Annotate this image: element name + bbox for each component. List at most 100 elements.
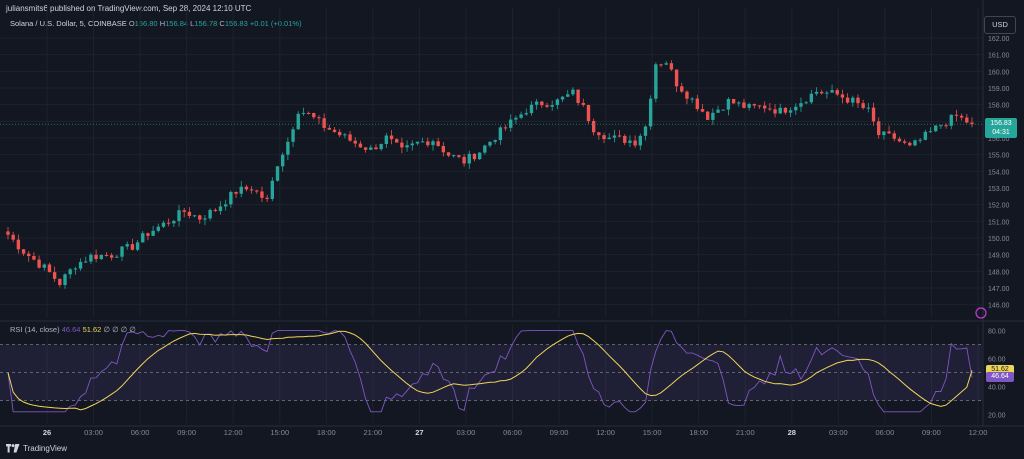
candle-body — [669, 63, 674, 70]
candle-body — [260, 191, 264, 198]
candle-body — [612, 135, 617, 138]
candle-body — [721, 109, 725, 111]
candle-body — [628, 140, 632, 143]
candle-body — [581, 102, 585, 105]
rsi-label[interactable]: RSI (14, close) — [10, 325, 60, 334]
candle-body — [908, 142, 912, 146]
candle-body — [58, 278, 62, 285]
candle-body — [400, 142, 404, 148]
x-tick-label: 15:00 — [270, 428, 289, 437]
candle-body — [892, 133, 896, 139]
footer-brand[interactable]: TradingView — [6, 444, 67, 453]
candle-body — [794, 106, 798, 111]
candle-body — [778, 107, 782, 114]
symbol-legend: Solana / U.S. Dollar, 5, COINBASE O156.8… — [10, 19, 302, 28]
candle-body — [617, 135, 622, 137]
candle-body — [161, 222, 166, 227]
candle-body — [716, 109, 720, 113]
candle-body — [731, 98, 736, 104]
last-price-value: 156.83 — [990, 120, 1012, 128]
candle-body — [871, 107, 876, 122]
candle-body — [830, 90, 834, 93]
candle-body — [405, 145, 409, 148]
change-value: +0.01 (+0.01%) — [249, 19, 302, 28]
candle-body — [695, 98, 699, 110]
y-tick-label: 149.00 — [988, 253, 1010, 260]
candle-body — [954, 114, 959, 116]
candle-body — [809, 93, 814, 103]
candle-body — [125, 244, 129, 247]
candle-body — [198, 215, 202, 220]
candle-body — [348, 134, 352, 141]
candle-body — [467, 153, 471, 164]
candle-body — [457, 155, 461, 157]
candle-body — [648, 98, 653, 127]
published-note: juliansmits6 published on TradingView.co… — [6, 4, 252, 13]
candle-body — [529, 104, 534, 114]
candle-body — [705, 111, 710, 120]
candle-body — [52, 272, 57, 279]
candle-body — [306, 112, 311, 114]
candle-body — [343, 134, 347, 136]
x-tick-label: 09:00 — [177, 428, 196, 437]
candle-body — [338, 131, 342, 136]
candle-body — [882, 131, 886, 136]
candle-body — [555, 99, 560, 106]
candle-body — [99, 254, 103, 260]
rsi-value: 46.64 — [61, 325, 81, 334]
candle-body — [462, 156, 466, 164]
x-tick-label: 09:00 — [922, 428, 941, 437]
candle-body — [483, 145, 487, 153]
candle-body — [571, 89, 575, 95]
candle-body — [223, 204, 228, 207]
candle-body — [965, 117, 969, 123]
candle-body — [244, 186, 249, 190]
candle-body — [415, 141, 420, 144]
candle-body — [146, 233, 150, 236]
open-label: O — [128, 19, 135, 28]
candle-body — [213, 209, 217, 212]
x-tick-label: 12:00 — [596, 428, 615, 437]
candle-body — [887, 131, 891, 134]
candle-body — [229, 192, 233, 205]
candle-body — [472, 153, 477, 160]
candle-body — [597, 132, 601, 136]
currency-button[interactable]: USD — [984, 16, 1016, 34]
candle-body — [607, 137, 611, 140]
alert-clock-icon — [975, 307, 987, 319]
rsi-y-tick-label: 20.00 — [988, 413, 1006, 420]
y-tick-label: 150.00 — [988, 236, 1010, 243]
candle-body — [638, 135, 642, 146]
candle-body — [586, 104, 591, 122]
bar-countdown: 04:31 — [992, 129, 1010, 137]
candle-body — [374, 147, 378, 150]
candle-body — [804, 102, 808, 104]
candle-body — [172, 221, 176, 224]
high-label: H — [159, 19, 166, 28]
candle-body — [643, 126, 648, 136]
x-tick-label: 03:00 — [84, 428, 103, 437]
symbol-name[interactable]: Solana / U.S. Dollar, 5, COINBASE — [10, 19, 127, 28]
candle-body — [384, 135, 389, 144]
candle-body — [89, 254, 93, 262]
x-tick-label: 06:00 — [876, 428, 895, 437]
candle-body — [633, 140, 637, 146]
x-tick-label: 18:00 — [317, 428, 336, 437]
candle-body — [63, 274, 67, 285]
candle-body — [524, 113, 528, 115]
candle-body — [835, 90, 839, 95]
candle-body — [431, 141, 435, 146]
candle-body — [389, 135, 394, 140]
last-price-label: 156.83 04:31 — [985, 118, 1017, 139]
candle-body — [265, 197, 269, 199]
candle-body — [913, 140, 917, 146]
candle-body — [208, 209, 212, 219]
candle-body — [239, 186, 243, 194]
candle-body — [109, 255, 114, 258]
candle-body — [768, 108, 772, 110]
candle-body — [680, 86, 684, 92]
x-tick-label: 09:00 — [550, 428, 569, 437]
candle-body — [312, 113, 316, 118]
candle-body — [503, 127, 508, 129]
